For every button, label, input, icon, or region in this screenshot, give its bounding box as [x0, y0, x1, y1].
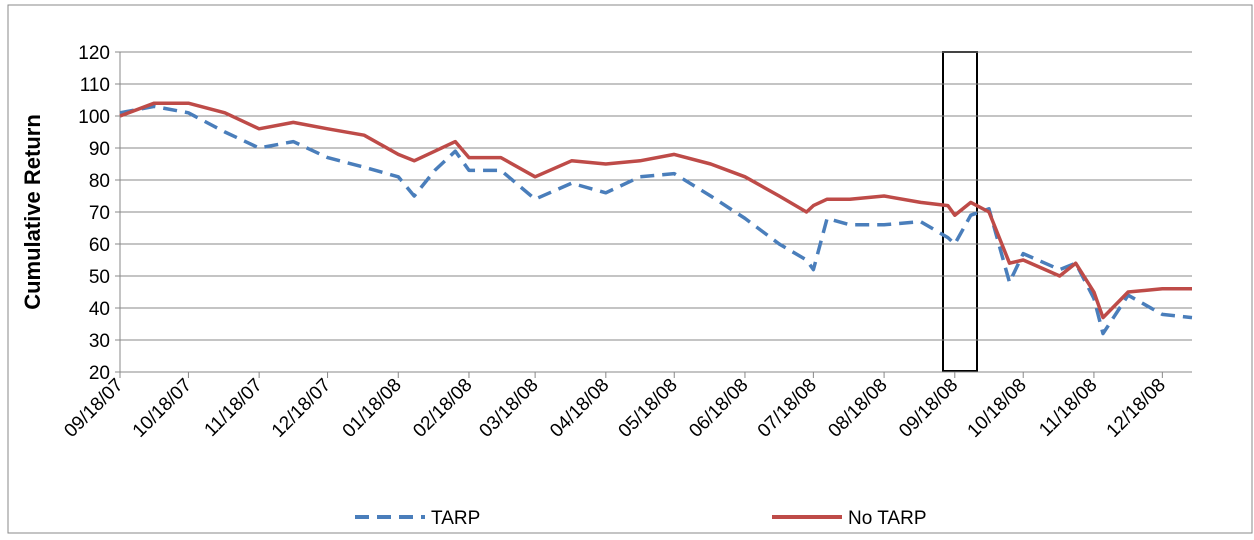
y-tick-label: 20 [89, 363, 110, 384]
x-tick-label: 09/18/07 [60, 375, 127, 442]
y-tick-label: 80 [89, 171, 110, 192]
x-tick-label: 10/18/08 [964, 375, 1031, 442]
x-tick-label: 06/18/08 [685, 375, 752, 442]
series-line [119, 104, 1193, 336]
x-tick-label: 09/18/08 [895, 375, 962, 442]
series-line [119, 101, 1192, 320]
x-tick-label: 12/18/07 [268, 375, 335, 442]
x-tick-label: 05/18/08 [615, 375, 682, 442]
x-tick-label: 01/18/08 [339, 375, 406, 442]
y-tick-label: 120 [78, 43, 110, 64]
y-axis-title: Cumulative Return [20, 114, 45, 310]
y-tick-label: 30 [89, 331, 110, 352]
y-tick-label: 110 [80, 75, 110, 96]
y-tick-label: 100 [78, 107, 110, 128]
y-tick-label: 60 [89, 235, 110, 256]
x-tick-label: 04/18/08 [546, 375, 613, 442]
y-tick-label: 40 [89, 299, 110, 320]
x-tick-label: 11/18/07 [201, 375, 267, 441]
x-tick-label: 12/18/08 [1103, 375, 1170, 442]
chart-frame [7, 4, 1253, 534]
x-tick-label: 11/18/08 [1035, 375, 1101, 441]
x-tick-label: 10/18/07 [129, 375, 196, 442]
x-tick-label: 07/18/08 [754, 375, 821, 442]
y-tick-label: 50 [89, 267, 110, 288]
legend-label: TARP [431, 508, 480, 529]
y-tick-label: 70 [89, 203, 110, 224]
y-tick-label: 90 [89, 139, 110, 160]
x-tick-label: 02/18/08 [409, 375, 476, 442]
legend-label: No TARP [848, 508, 927, 529]
x-tick-label: 08/18/08 [824, 375, 891, 442]
x-tick-label: 03/18/08 [475, 375, 542, 442]
